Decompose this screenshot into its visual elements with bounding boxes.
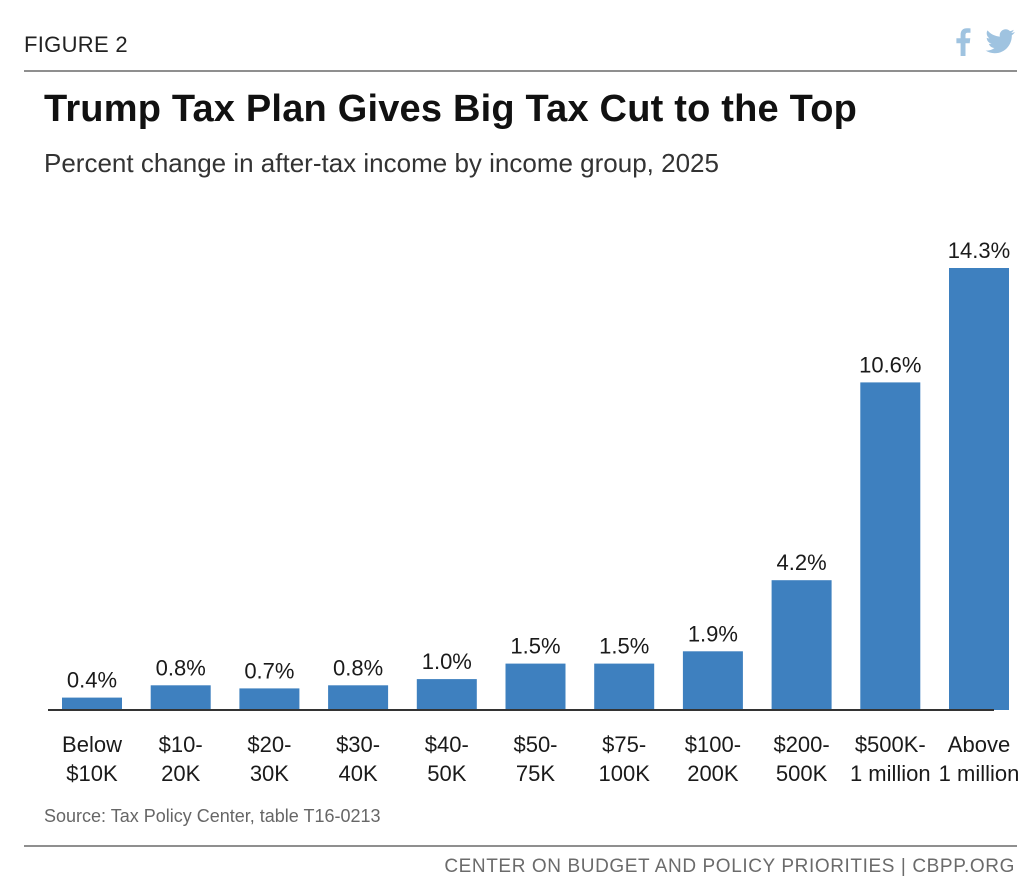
category-label-10-line-1: 1 million bbox=[939, 761, 1020, 786]
data-label-5: 1.5% bbox=[510, 634, 560, 659]
bar-3 bbox=[328, 685, 389, 710]
data-label-8: 4.2% bbox=[777, 550, 827, 575]
bottom-divider bbox=[24, 845, 1017, 847]
data-label-10: 14.3% bbox=[948, 238, 1010, 263]
data-label-7: 1.9% bbox=[688, 621, 738, 646]
category-label-7-line-0: $100- bbox=[685, 732, 741, 757]
top-divider bbox=[24, 70, 1017, 72]
chart-title: Trump Tax Plan Gives Big Tax Cut to the … bbox=[44, 88, 858, 130]
category-label-2-line-0: $20- bbox=[247, 732, 291, 757]
category-label-4-line-0: $40- bbox=[425, 732, 469, 757]
category-label-9-line-1: 1 million bbox=[850, 761, 931, 786]
category-label-5-line-0: $50- bbox=[513, 732, 557, 757]
category-label-3-line-1: 40K bbox=[339, 761, 378, 786]
bar-1 bbox=[150, 685, 211, 710]
bar-0 bbox=[62, 697, 122, 710]
bar-6 bbox=[594, 663, 655, 710]
data-label-1: 0.8% bbox=[156, 655, 206, 680]
data-label-0: 0.4% bbox=[67, 668, 117, 693]
category-label-1-line-1: 20K bbox=[161, 761, 200, 786]
bar-8 bbox=[771, 580, 832, 710]
category-label-5-line-1: 75K bbox=[516, 761, 555, 786]
source-note: Source: Tax Policy Center, table T16-021… bbox=[44, 806, 381, 826]
twitter-icon[interactable] bbox=[985, 29, 1015, 60]
data-label-4: 1.0% bbox=[422, 649, 472, 674]
category-label-8-line-0: $200- bbox=[773, 732, 829, 757]
category-label-0-line-0: Below bbox=[62, 732, 122, 757]
bar-7 bbox=[682, 651, 743, 710]
bar-2 bbox=[239, 688, 300, 710]
footer-credit: CENTER ON BUDGET AND POLICY PRIORITIES |… bbox=[444, 856, 1015, 877]
social-share bbox=[955, 28, 1015, 61]
category-label-2-line-1: 30K bbox=[250, 761, 289, 786]
category-label-3-line-0: $30- bbox=[336, 732, 380, 757]
category-label-7-line-1: 200K bbox=[687, 761, 739, 786]
chart-subtitle: Percent change in after-tax income by in… bbox=[44, 148, 719, 178]
bar-5 bbox=[505, 663, 566, 710]
bar-9 bbox=[860, 382, 921, 710]
category-label-1-line-0: $10- bbox=[159, 732, 203, 757]
data-label-9: 10.6% bbox=[859, 352, 921, 377]
bar-10 bbox=[949, 268, 1009, 710]
bar-4 bbox=[416, 679, 477, 710]
category-label-10-line-0: Above bbox=[948, 732, 1010, 757]
data-label-3: 0.8% bbox=[333, 655, 383, 680]
data-label-2: 0.7% bbox=[244, 658, 294, 683]
facebook-icon[interactable] bbox=[955, 28, 971, 61]
category-label-9-line-0: $500K- bbox=[855, 732, 926, 757]
category-label-4-line-1: 50K bbox=[427, 761, 466, 786]
category-label-0-line-1: $10K bbox=[66, 761, 118, 786]
category-label-6-line-1: 100K bbox=[599, 761, 651, 786]
figure-label: FIGURE 2 bbox=[24, 32, 128, 57]
category-label-8-line-1: 500K bbox=[776, 761, 828, 786]
data-label-6: 1.5% bbox=[599, 634, 649, 659]
category-label-6-line-0: $75- bbox=[602, 732, 646, 757]
